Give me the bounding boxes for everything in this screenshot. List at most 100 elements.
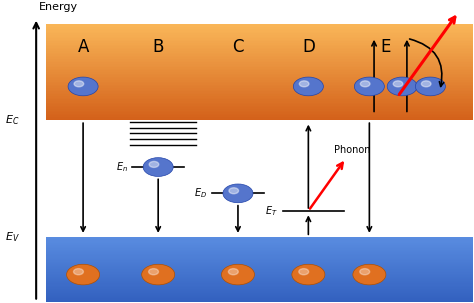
Bar [46, 90, 473, 91]
Text: B: B [153, 38, 164, 56]
Circle shape [73, 268, 83, 275]
Bar [46, 53, 473, 54]
Bar [46, 259, 473, 260]
Bar [46, 292, 473, 293]
Circle shape [421, 81, 431, 87]
Bar [46, 59, 473, 61]
FancyArrowPatch shape [410, 39, 444, 86]
Bar [46, 117, 473, 118]
Bar [46, 277, 473, 278]
Circle shape [360, 268, 370, 275]
Bar [46, 114, 473, 115]
Bar [46, 69, 473, 70]
Bar [46, 258, 473, 259]
Bar [46, 257, 473, 258]
Bar [46, 45, 473, 46]
Bar [46, 27, 473, 28]
Bar [46, 260, 473, 261]
Circle shape [393, 81, 403, 87]
Bar [46, 280, 473, 281]
Bar [46, 51, 473, 53]
Bar [46, 243, 473, 244]
Bar [46, 244, 473, 245]
Bar [46, 263, 473, 264]
Bar [46, 246, 473, 247]
Bar [46, 109, 473, 111]
Bar [46, 28, 473, 30]
Bar [46, 78, 473, 80]
Bar [46, 88, 473, 90]
Bar [46, 252, 473, 253]
Bar [46, 43, 473, 45]
Circle shape [292, 264, 325, 285]
Bar [46, 279, 473, 280]
Bar [46, 296, 473, 297]
Bar [46, 46, 473, 48]
Bar [46, 261, 473, 262]
Bar [46, 274, 473, 275]
Bar [46, 115, 473, 117]
Bar [46, 262, 473, 263]
Bar [46, 299, 473, 301]
Text: $E_D$: $E_D$ [194, 186, 208, 200]
Circle shape [148, 268, 158, 275]
Bar [46, 102, 473, 104]
Bar [46, 95, 473, 96]
Circle shape [223, 184, 253, 203]
Bar [46, 237, 473, 238]
Bar [46, 85, 473, 86]
Bar [46, 32, 473, 33]
Bar [46, 264, 473, 265]
Bar [46, 107, 473, 109]
Bar [46, 241, 473, 243]
Bar [46, 67, 473, 69]
Bar [46, 80, 473, 82]
Bar [46, 83, 473, 85]
Bar [46, 35, 473, 37]
Bar [46, 38, 473, 40]
Bar [46, 37, 473, 38]
Bar [46, 54, 473, 56]
Circle shape [300, 81, 309, 87]
Bar [46, 282, 473, 283]
Bar [46, 112, 473, 114]
Text: $E_T$: $E_T$ [265, 204, 278, 218]
Bar [46, 42, 473, 43]
Circle shape [143, 158, 173, 176]
Bar [46, 65, 473, 67]
Bar [46, 297, 473, 298]
Bar [46, 287, 473, 288]
Bar [46, 276, 473, 277]
Bar [46, 245, 473, 246]
Bar [46, 238, 473, 239]
Bar [46, 33, 473, 35]
Circle shape [293, 77, 323, 96]
Bar [46, 91, 473, 93]
Bar [46, 291, 473, 292]
Bar [46, 56, 473, 58]
Text: A: A [77, 38, 89, 56]
Text: $E_C$: $E_C$ [5, 113, 20, 127]
Circle shape [68, 77, 98, 96]
Bar [46, 251, 473, 252]
Bar [46, 64, 473, 65]
Bar [46, 58, 473, 59]
Circle shape [229, 188, 238, 194]
Bar [46, 61, 473, 62]
Text: Phonon: Phonon [334, 145, 371, 155]
Bar [46, 96, 473, 98]
Bar [46, 294, 473, 295]
Bar [46, 40, 473, 42]
Circle shape [66, 264, 100, 285]
Bar [46, 295, 473, 296]
Bar [46, 278, 473, 279]
Bar [46, 249, 473, 250]
Bar [46, 273, 473, 274]
Bar [46, 253, 473, 255]
Text: $E_V$: $E_V$ [5, 230, 20, 244]
Bar [46, 255, 473, 257]
Bar [46, 106, 473, 107]
Text: E: E [381, 38, 391, 56]
Bar [46, 93, 473, 95]
Bar [46, 99, 473, 101]
